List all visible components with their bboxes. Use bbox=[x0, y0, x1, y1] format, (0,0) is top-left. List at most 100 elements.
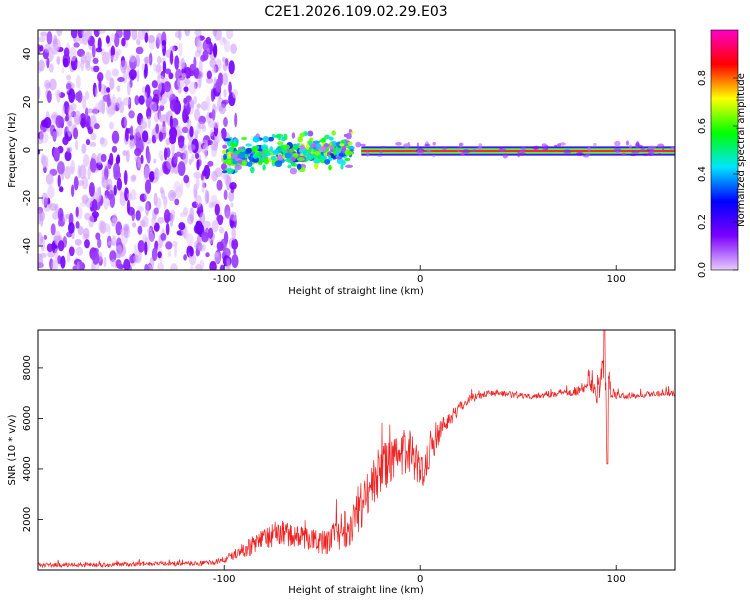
noise-blob bbox=[234, 112, 238, 128]
noise-blob bbox=[146, 151, 151, 164]
noise-blob bbox=[196, 176, 200, 190]
noise-blob bbox=[216, 241, 224, 252]
noise-blob bbox=[169, 50, 174, 65]
noise-blob bbox=[123, 223, 130, 232]
noise-blob bbox=[153, 222, 160, 232]
noise-blob bbox=[195, 220, 204, 235]
noise-blob bbox=[207, 160, 214, 167]
onset-blob bbox=[331, 130, 336, 136]
noise-blob bbox=[144, 32, 149, 43]
noise-blob bbox=[105, 69, 112, 82]
tone-sidelobe bbox=[462, 149, 471, 154]
noise-blob bbox=[38, 61, 41, 72]
noise-blob bbox=[70, 30, 78, 39]
noise-blob bbox=[77, 225, 84, 236]
noise-blob bbox=[208, 227, 214, 239]
noise-blob bbox=[89, 158, 97, 173]
noise-blob bbox=[77, 90, 83, 103]
noise-blob bbox=[131, 30, 138, 41]
noise-blob bbox=[174, 244, 178, 258]
onset-blob bbox=[269, 146, 274, 152]
noise-blob bbox=[204, 189, 209, 205]
noise-blob bbox=[135, 125, 144, 138]
noise-blob bbox=[163, 209, 171, 224]
tone-sidelobe bbox=[554, 144, 558, 148]
snr-y-label: SNR (10 * v/v) bbox=[7, 414, 18, 485]
noise-blob bbox=[170, 209, 176, 222]
noise-blob bbox=[81, 30, 87, 38]
noise-blob bbox=[161, 39, 167, 47]
onset-blob bbox=[241, 160, 247, 166]
noise-blob bbox=[110, 32, 116, 42]
noise-blob bbox=[157, 262, 165, 270]
noise-blob bbox=[167, 250, 172, 258]
onset-blob bbox=[345, 132, 352, 140]
noise-blob bbox=[155, 197, 162, 210]
colorbar-tick-label: 0.8 bbox=[697, 70, 708, 86]
onset-blob bbox=[222, 149, 227, 155]
noise-blob bbox=[165, 138, 171, 146]
onset-blob bbox=[324, 134, 330, 140]
noise-blob bbox=[177, 77, 185, 89]
noise-blob bbox=[174, 55, 180, 70]
onset-blob bbox=[284, 152, 292, 159]
x-tick-label: 100 bbox=[607, 274, 626, 285]
noise-blob bbox=[107, 225, 111, 235]
tone-sidelobe bbox=[625, 140, 630, 146]
noise-blob bbox=[197, 73, 202, 89]
noise-blob bbox=[136, 69, 140, 83]
noise-blob bbox=[96, 72, 104, 82]
noise-blob bbox=[212, 65, 217, 74]
noise-blob bbox=[144, 191, 148, 201]
noise-blob bbox=[73, 176, 79, 191]
noise-blob bbox=[219, 226, 225, 234]
noise-blob bbox=[75, 221, 80, 229]
noise-blob bbox=[193, 171, 202, 179]
noise-blob bbox=[116, 97, 123, 109]
noise-blob bbox=[158, 111, 163, 124]
noise-blob bbox=[144, 263, 149, 270]
noise-blob bbox=[83, 227, 90, 239]
noise-blob bbox=[105, 184, 113, 191]
colorbar-bar bbox=[710, 29, 739, 271]
y-tick-label: 4000 bbox=[22, 456, 33, 481]
noise-blob bbox=[81, 194, 89, 204]
noise-blob bbox=[82, 154, 90, 167]
noise-blob bbox=[116, 178, 123, 191]
noise-blob bbox=[38, 258, 44, 269]
noise-blob bbox=[216, 179, 223, 191]
tone-sidelobe bbox=[355, 141, 362, 148]
noise-blob bbox=[67, 121, 73, 127]
onset-blob bbox=[329, 154, 336, 159]
y-tick-label: -40 bbox=[22, 238, 33, 254]
onset-blob bbox=[289, 156, 296, 162]
colorbar-tick-label: 0.6 bbox=[697, 118, 708, 134]
noise-blob bbox=[70, 103, 77, 111]
noise-blob bbox=[143, 56, 152, 64]
noise-blob bbox=[222, 56, 226, 63]
noise-blob bbox=[129, 125, 134, 137]
tone-sidelobe bbox=[629, 144, 632, 150]
noise-blob bbox=[155, 123, 160, 134]
noise-blob bbox=[98, 30, 106, 34]
noise-blob bbox=[126, 81, 131, 96]
noise-blob bbox=[155, 65, 162, 75]
noise-blob bbox=[232, 89, 238, 99]
noise-blob bbox=[82, 95, 87, 110]
onset-blob bbox=[223, 160, 229, 164]
onset-blob bbox=[228, 147, 233, 152]
noise-blob bbox=[158, 131, 164, 142]
noise-blob bbox=[193, 183, 198, 199]
noise-blob bbox=[66, 74, 72, 81]
onset-blob bbox=[307, 153, 312, 160]
onset-blob bbox=[296, 157, 305, 162]
noise-blob bbox=[148, 232, 155, 243]
noise-blob bbox=[41, 192, 49, 206]
noise-blob bbox=[75, 139, 79, 151]
noise-blob bbox=[225, 210, 231, 220]
onset-blob bbox=[241, 136, 248, 141]
onset-blob bbox=[237, 159, 243, 164]
noise-blob bbox=[168, 72, 174, 80]
tone-sidelobe bbox=[641, 153, 649, 156]
noise-blob bbox=[61, 104, 65, 118]
